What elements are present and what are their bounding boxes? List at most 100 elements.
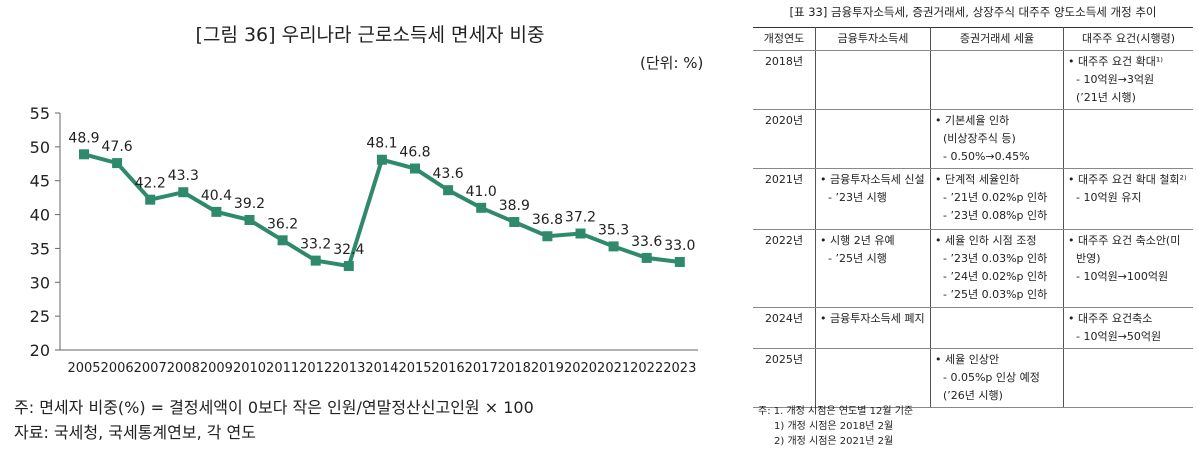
data-label: 36.8: [532, 212, 563, 228]
cell-c1: [815, 348, 931, 408]
cell-line: - 10억원→50억원: [1076, 330, 1162, 343]
cell-line: • 기본세율 인하: [935, 114, 1010, 127]
x-tick-label: 2023: [663, 361, 696, 376]
y-tick-label: 40: [30, 206, 50, 225]
data-label: 36.2: [267, 216, 298, 232]
table-row: 2025년 • 세율 인상안 - 0.05%p 인상 예정 (’26년 시행): [753, 348, 1193, 408]
y-tick-label: 30: [30, 273, 50, 292]
data-point: [145, 194, 156, 205]
data-point: [310, 255, 321, 266]
data-label: 37.2: [565, 210, 596, 226]
cell-line: - ’23년 0.08%p 인하: [943, 209, 1048, 222]
x-tick-label: 2017: [465, 361, 498, 376]
revision-table: 개정연도 금융투자소득세 증권거래세 세율 대주주 요건(시행령) 2018년 •…: [753, 27, 1193, 408]
cell-c1: • 금융투자소득세 신설 - ’23년 시행: [815, 168, 931, 230]
cell-c1: [815, 109, 931, 169]
x-tick-label: 2013: [332, 361, 365, 376]
x-tick-label: 2005: [67, 361, 100, 376]
cell-line: • 단계적 세율인하: [935, 173, 1020, 186]
data-label: 33.0: [664, 238, 695, 254]
year-cell: 2021년: [753, 168, 816, 230]
unit-label: (단위: %): [640, 54, 704, 72]
data-label: 41.0: [466, 184, 497, 200]
cell-c3: • 대주주 요건 확대 철회²⁾ - 10억원 유지: [1063, 168, 1193, 230]
table-note: 주: 1. 개정 시점은 연도별 12월 기준: [758, 406, 914, 417]
data-point: [443, 185, 454, 196]
data-label: 48.1: [366, 136, 397, 152]
cell-line: 반영): [1076, 252, 1101, 265]
cell-c1: [815, 50, 931, 110]
y-tick-label: 45: [30, 172, 50, 191]
data-point: [641, 252, 652, 263]
data-point: [575, 228, 586, 239]
data-point: [376, 154, 387, 165]
cell-c2: [930, 50, 1064, 110]
cell-c3: [1063, 109, 1193, 169]
cell-c2: [930, 307, 1064, 349]
y-tick-label: 35: [30, 239, 50, 258]
table-title: [표 33] 금융투자소득세, 증권거래세, 상장주식 대주주 양도소득세 개정…: [789, 5, 1157, 19]
header-year: 개정연도: [753, 27, 816, 51]
cell-line: (비상장주식 등): [943, 132, 1016, 145]
x-tick-label: 2015: [398, 361, 431, 376]
cell-line: • 금융투자소득세 신설: [820, 173, 925, 186]
cell-line: - ’23년 0.03%p 인하: [943, 252, 1048, 265]
cell-c3: • 대주주 요건축소 - 10억원→50억원: [1063, 307, 1193, 349]
x-tick-label: 2014: [365, 361, 398, 376]
cell-line: • 세율 인하 시점 조정: [935, 234, 1037, 247]
table-row: 2020년 • 기본세율 인하 (비상장주식 등) - 0.50%→0.45%: [753, 109, 1193, 169]
cell-c1: • 시행 2년 유예 - ’25년 시행: [815, 229, 931, 308]
year-cell: 2022년: [753, 229, 816, 308]
y-tick-label: 20: [30, 341, 50, 360]
cell-line: - 0.05%p 인상 예정: [943, 371, 1040, 384]
data-label: 38.9: [499, 198, 530, 214]
cell-line: • 대주주 요건 축소안(미: [1068, 234, 1181, 247]
data-label: 35.3: [598, 222, 629, 238]
x-tick-label: 2006: [101, 361, 134, 376]
x-tick-label: 2012: [299, 361, 332, 376]
table-row: 2022년 • 시행 2년 유예 - ’25년 시행 • 세율 인하 시점 조정 - ’…: [753, 229, 1193, 308]
cell-c2: • 단계적 세율인하 - ’21년 0.02%p 인하 - ’23년 0.08%p …: [930, 168, 1064, 230]
x-tick-label: 2016: [432, 361, 465, 376]
cell-line: - 10억원→100억원: [1076, 270, 1169, 283]
data-point: [79, 149, 89, 160]
x-tick-label: 2010: [233, 361, 266, 376]
data-point: [542, 231, 553, 242]
x-tick-label: 2007: [134, 361, 167, 376]
x-tick-label: 2020: [564, 361, 597, 376]
data-point: [343, 261, 354, 272]
data-point: [112, 158, 123, 169]
year-cell: 2024년: [753, 307, 816, 349]
cell-line: - 0.50%→0.45%: [943, 150, 1030, 163]
header-fit: 금융투자소득세: [815, 27, 931, 51]
cell-line: • 시행 2년 유예: [820, 234, 895, 247]
cell-line: • 대주주 요건 확대¹⁾: [1068, 55, 1163, 68]
cell-line: - ’21년 0.02%p 인하: [943, 191, 1048, 204]
cell-c3: [1063, 348, 1193, 408]
chart-title: [그림 36] 우리나라 근로소득세 면세자 비중: [195, 24, 545, 46]
cell-line: • 금융투자소득세 폐지: [820, 312, 925, 325]
data-label: 43.3: [168, 168, 199, 184]
year-cell: 2020년: [753, 109, 816, 169]
data-label: 46.8: [399, 145, 430, 161]
data-point: [674, 256, 685, 267]
cell-line: - ’23년 시행: [828, 191, 887, 204]
x-tick-label: 2008: [167, 361, 200, 376]
data-label: 42.2: [135, 176, 166, 192]
data-point: [410, 163, 420, 174]
chart-note: 주: 면세자 비중(%) = 결정세액이 0보다 작은 인원/연말정산신고인원 …: [14, 398, 534, 417]
cell-c3: • 대주주 요건 확대¹⁾ - 10억원→3억원 (’21년 시행): [1063, 50, 1193, 110]
data-label: 33.2: [300, 237, 331, 253]
cell-line: • 세율 인상안: [935, 353, 1000, 366]
data-point: [277, 235, 288, 246]
header-stt: 증권거래세 세율: [930, 27, 1064, 51]
cell-line: - ’25년 0.03%p 인하: [943, 288, 1048, 301]
cell-c2: • 세율 인하 시점 조정 - ’23년 0.03%p 인하 - ’24년 0.02…: [930, 229, 1064, 308]
x-tick-label: 2018: [498, 361, 531, 376]
table-row: 2021년 • 금융투자소득세 신설 - ’23년 시행 • 단계적 세율인하 - ’2…: [753, 168, 1193, 230]
cell-line: - ’25년 시행: [828, 252, 887, 265]
data-point: [211, 206, 222, 217]
year-cell: 2025년: [753, 348, 816, 408]
header-major: 대주주 요건(시행령): [1063, 27, 1193, 51]
